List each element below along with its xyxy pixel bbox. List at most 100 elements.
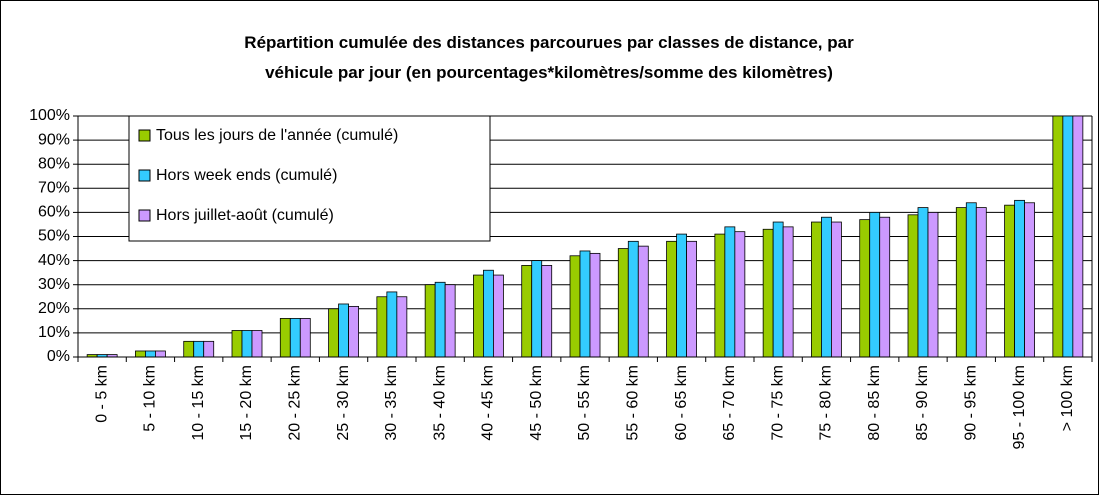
bar [289,318,301,358]
x-tick-label: 75 - 80 km [818,365,835,441]
y-tick-label: 0% [47,348,70,365]
bar [424,284,436,358]
bar [975,207,987,358]
bar [1024,202,1035,358]
bar [724,226,736,358]
bar [521,265,533,358]
x-tick-label: 10 - 15 km [190,365,207,441]
bar [251,330,263,358]
bar [145,350,156,358]
x-tick-label: 95 - 100 km [1011,365,1028,449]
bar [203,340,215,358]
bar [821,216,832,358]
bar [831,221,842,358]
bar [483,269,494,358]
x-tick-label: 30 - 35 km [383,365,400,441]
bar [473,274,484,358]
legend-box [128,115,491,242]
bar [589,252,601,358]
bar [879,216,891,358]
y-tick-label: 30% [38,276,70,293]
bar [627,240,639,358]
x-tick-label: 5 - 10 km [142,365,159,432]
x-tick-label: 45 - 50 km [528,365,545,441]
bar [1072,115,1084,358]
bar [155,350,166,358]
x-tick-label: 40 - 45 km [480,365,497,441]
y-tick-label: 20% [38,300,70,317]
bar [617,248,629,358]
bar [396,296,408,358]
bar [859,219,871,358]
bar [637,245,649,358]
bar [666,240,677,358]
x-tick-label: 55 - 60 km [625,365,642,441]
bar [493,274,504,358]
bar [927,211,939,358]
bar [869,211,881,358]
bar [907,214,919,358]
bar [762,228,774,358]
x-tick-label: 20 - 25 km [287,365,304,441]
bar [955,207,967,358]
bar [965,202,977,358]
bar [1062,115,1074,358]
bar [772,221,784,358]
y-tick-label: 60% [38,204,70,221]
y-tick-label: 90% [38,131,70,148]
bar [434,281,446,358]
bar [676,233,687,358]
bar [444,284,456,358]
bar [376,296,388,358]
x-tick-label: 90 - 95 km [963,365,980,441]
x-tick-label: 85 - 90 km [914,365,931,441]
chart-title: Répartition cumulée des distances parcou… [244,33,854,82]
x-tick-label: 60 - 65 km [673,365,690,441]
bar [541,265,553,358]
bar [328,308,339,358]
legend-label: Hors week ends (cumulé) [156,167,337,184]
y-tick-label: 70% [38,180,70,197]
bar [917,207,929,358]
y-tick-label: 10% [38,324,70,341]
x-tick-label: > 100 km [1059,365,1076,431]
x-tick-label: 70 - 75 km [769,365,786,441]
bar [348,305,359,358]
x-tick-label: 0 - 5 km [93,365,110,423]
bar [782,226,794,358]
x-tick-label: 50 - 55 km [576,365,593,441]
legend-swatch [138,169,151,182]
legend-label: Hors juillet-août (cumulé) [156,207,334,224]
legend-swatch [138,129,151,142]
bar [1004,204,1015,358]
bar [686,240,697,358]
bar [386,291,398,358]
x-tick-label: 25 - 30 km [335,365,352,441]
bar [135,350,146,358]
x-tick-label: 80 - 85 km [866,365,883,441]
y-tick-label: 80% [38,155,70,172]
bar [279,318,291,358]
y-tick-label: 40% [38,252,70,269]
x-tick-label: 15 - 20 km [238,365,255,441]
bar [338,303,349,358]
bar [299,318,311,358]
bar [183,340,195,358]
y-tick-label: 100% [29,107,70,124]
bar [811,221,822,358]
legend-swatch [138,209,151,222]
bar [241,330,253,358]
bar [531,260,543,358]
bar [193,340,205,358]
bar [579,250,591,358]
legend-label: Tous les jours de l'année (cumulé) [156,127,398,144]
bar [734,231,746,358]
y-tick-label: 50% [38,228,70,245]
x-tick-label: 35 - 40 km [431,365,448,441]
bar [714,233,726,358]
bar [1014,199,1025,358]
bar [569,255,581,358]
bar [1052,115,1064,358]
bar [231,330,243,358]
